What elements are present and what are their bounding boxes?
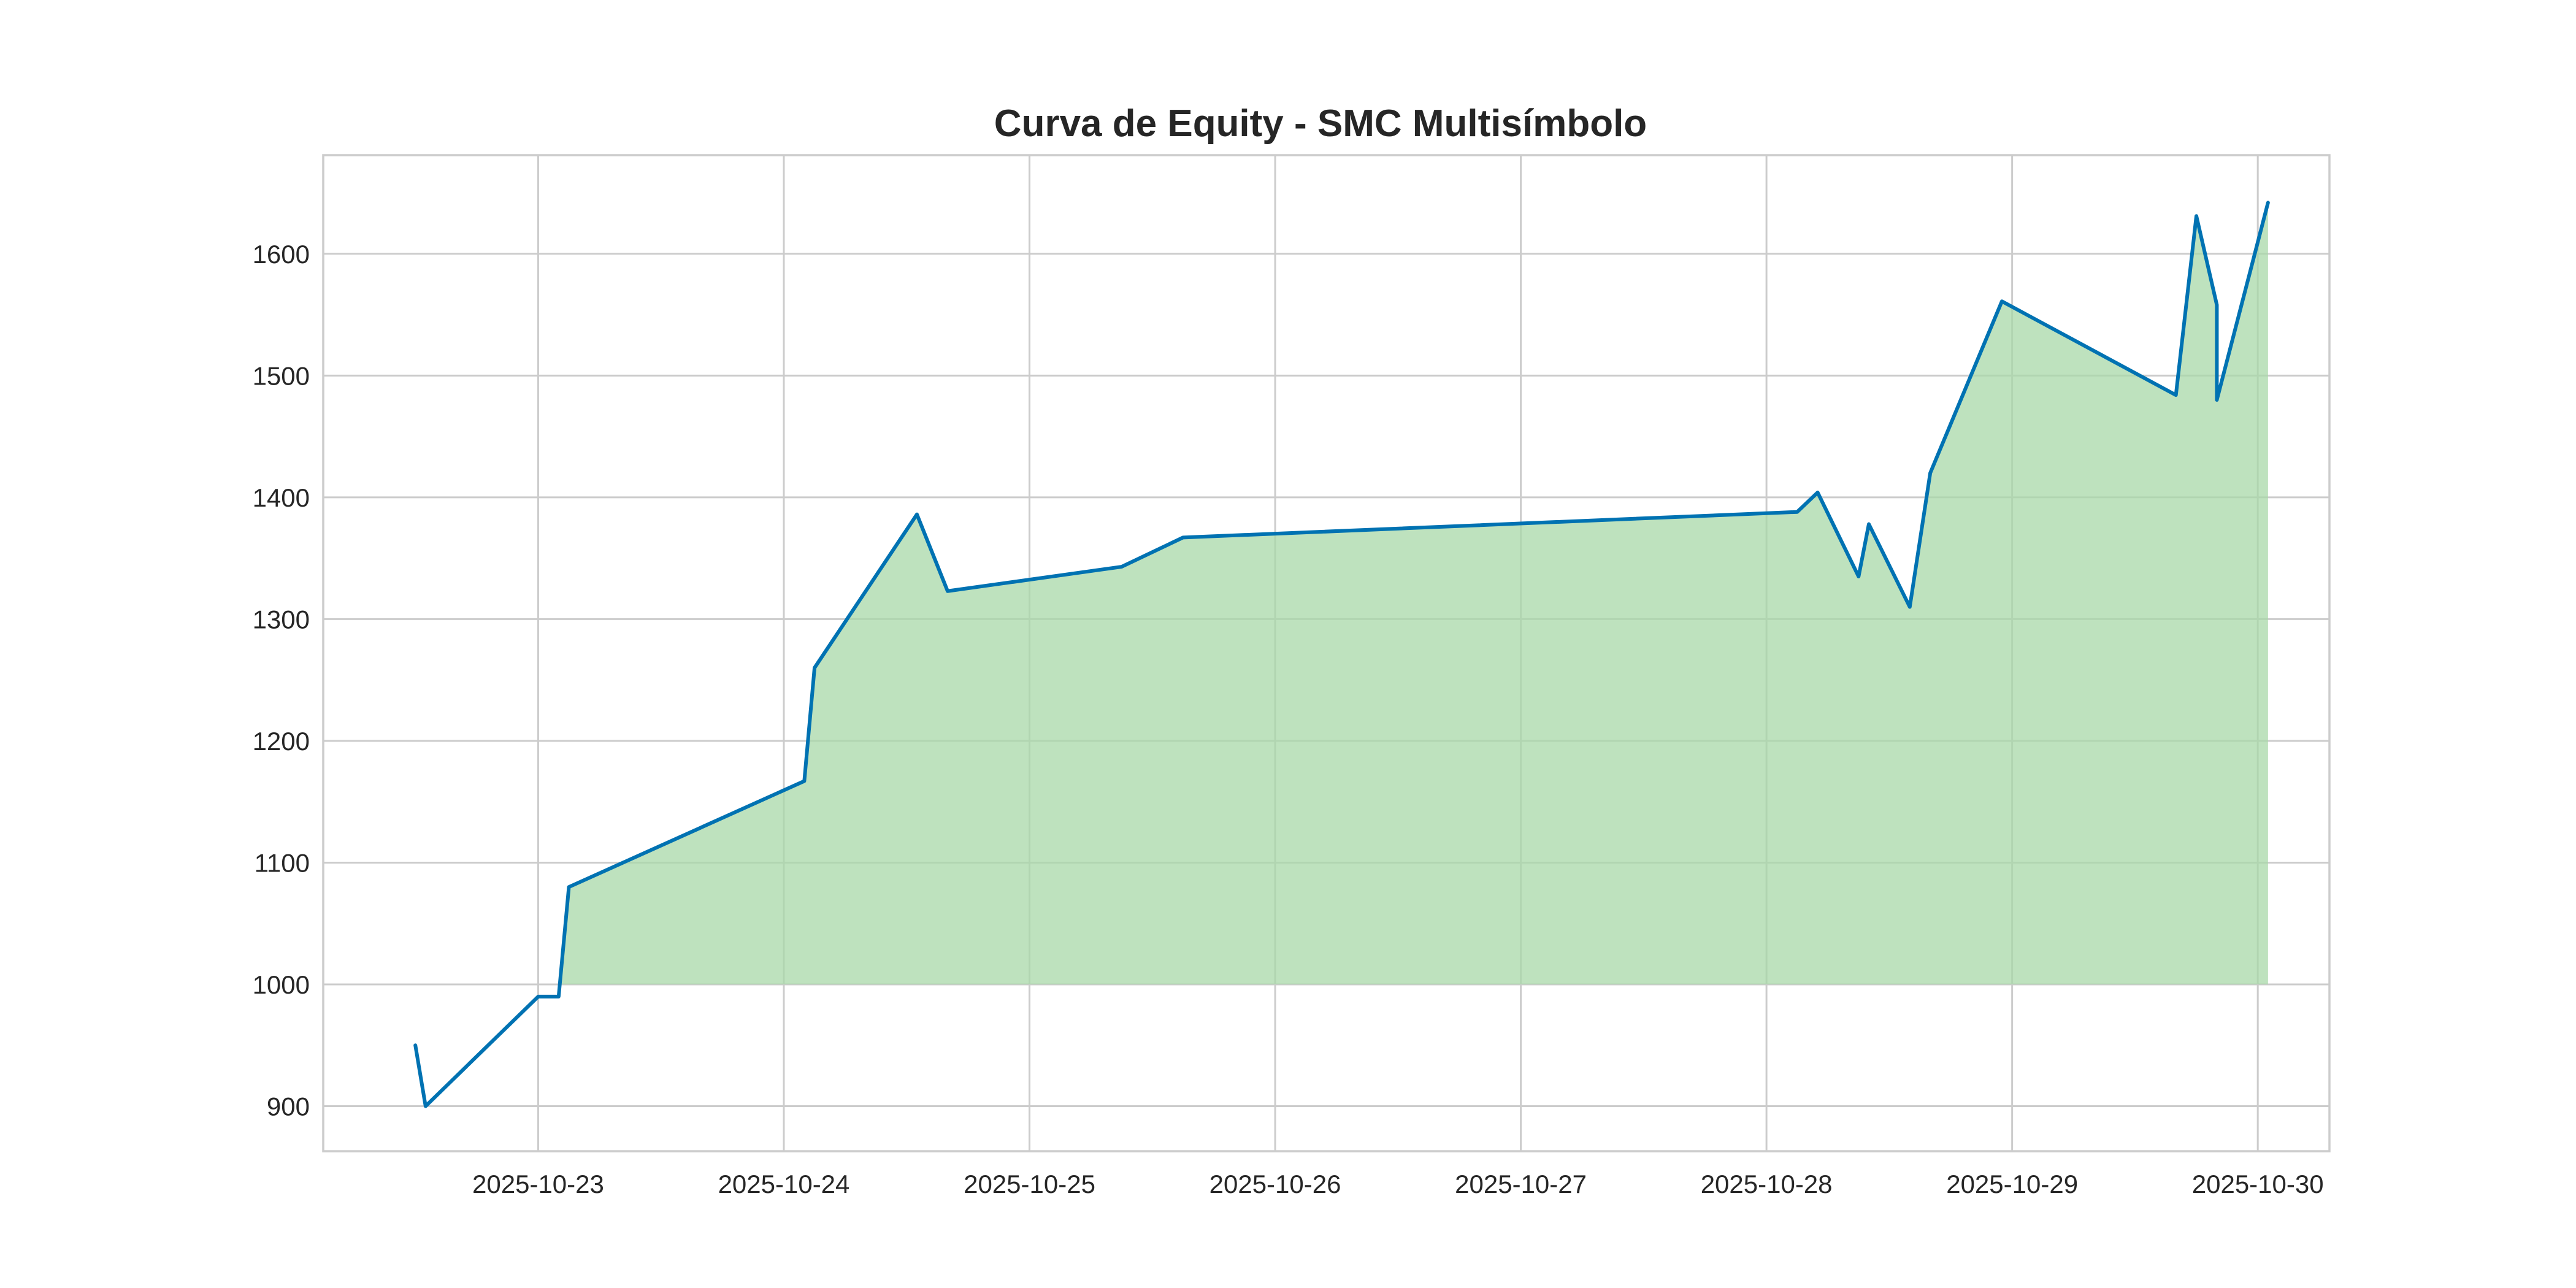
x-tick-label: 2025-10-29 xyxy=(1946,1170,2078,1198)
y-tick-label: 1300 xyxy=(253,605,310,634)
x-tick-label: 2025-10-25 xyxy=(964,1170,1095,1198)
x-tick-label: 2025-10-28 xyxy=(1701,1170,1833,1198)
y-tick-label: 1600 xyxy=(253,240,310,269)
equity-line xyxy=(413,201,2270,1108)
x-tick-label: 2025-10-27 xyxy=(1455,1170,1587,1198)
x-tick-label: 2025-10-26 xyxy=(1209,1170,1341,1198)
x-tick-label: 2025-10-23 xyxy=(472,1170,604,1198)
x-tick-labels: 2025-10-23 2025-10-24 2025-10-25 2025-10-26… xyxy=(472,1170,2324,1198)
equity-line-layer xyxy=(413,201,2270,1108)
plot-frame xyxy=(322,154,2331,1152)
equity-fill-layer xyxy=(559,202,2268,985)
y-tick-label: 1000 xyxy=(253,970,310,999)
x-tick-label: 2025-10-24 xyxy=(718,1170,850,1198)
y-tick-label: 1400 xyxy=(253,483,310,512)
x-tick-label: 2025-10-30 xyxy=(2192,1170,2324,1198)
y-tick-label: 1200 xyxy=(253,727,310,756)
y-tick-label: 1500 xyxy=(253,361,310,390)
equity-area-fill xyxy=(559,202,2268,985)
y-tick-label: 1100 xyxy=(255,848,310,877)
chart-title: Curva de Equity - SMC Multisímbolo xyxy=(994,102,1647,145)
y-tick-labels: 900 1000 1100 1200 1300 1400 1500 1600 xyxy=(253,240,310,1121)
y-tick-label: 900 xyxy=(267,1092,310,1121)
